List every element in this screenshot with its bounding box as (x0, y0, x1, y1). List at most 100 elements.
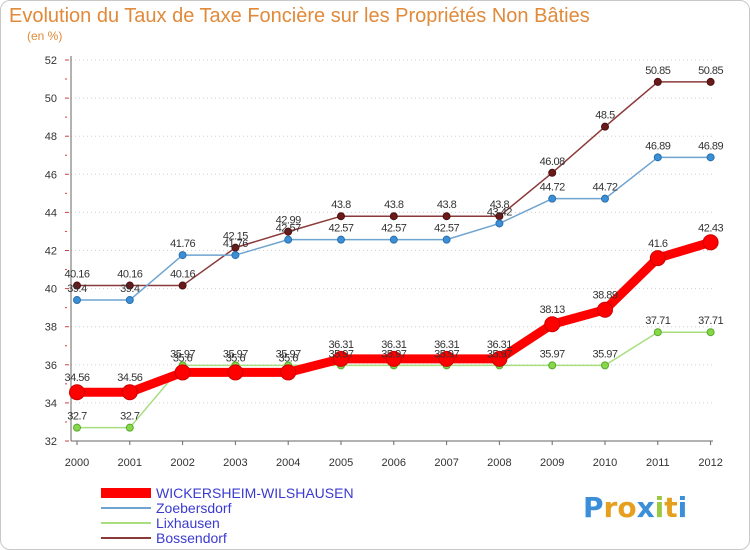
data-label: 36.31 (381, 339, 406, 351)
data-label: 46.89 (698, 140, 723, 152)
data-point (706, 153, 715, 162)
data-label: 40.16 (170, 269, 195, 281)
data-point (337, 235, 345, 244)
x-tick-label: 2004 (276, 457, 300, 469)
data-label: 39.4 (67, 283, 87, 295)
data-label: 35.97 (434, 348, 459, 360)
y-tick-label: 40 (45, 284, 57, 296)
legend-label: Lixhausen (156, 514, 220, 531)
legend-item: WICKERSHEIM-WILSHAUSEN (101, 485, 354, 500)
data-point (125, 423, 134, 432)
legend-swatch (101, 537, 151, 540)
data-label: 34.56 (64, 372, 89, 384)
data-point (389, 235, 398, 244)
y-tick-label: 34 (45, 398, 57, 410)
data-label: 44.72 (592, 182, 617, 194)
logo-letter: o (617, 491, 637, 524)
data-point (69, 384, 85, 401)
data-label: 46.89 (645, 140, 670, 152)
data-point (73, 281, 81, 290)
data-label: 42.57 (381, 223, 406, 235)
chart-subtitle: (en %) (27, 29, 63, 43)
data-point (442, 212, 451, 221)
chart-title: Evolution du Taux de Taxe Foncière sur l… (9, 5, 590, 27)
x-tick-label: 2011 (646, 457, 670, 469)
data-point (548, 194, 557, 203)
y-tick-label: 32 (45, 436, 57, 448)
legend-swatch (101, 488, 151, 499)
data-label: 36.31 (328, 339, 353, 351)
data-label: 40.16 (64, 269, 89, 281)
data-label: 43.8 (490, 199, 510, 211)
legend-swatch (101, 522, 151, 525)
axes: 32 34 36 38 40 42 44 46 48 50 52 2000 2001 2002 2003 20… (45, 55, 723, 469)
data-label: 43.42 (487, 206, 512, 218)
logo-letter: r (603, 491, 618, 524)
data-point (653, 328, 662, 337)
legend-label: Bossendorf (156, 529, 227, 546)
logo-letter: t (664, 491, 678, 524)
data-label: 48.5 (595, 110, 615, 122)
x-tick-label: 2005 (329, 457, 353, 469)
x-tick-label: 2003 (223, 457, 247, 469)
data-label: 50.85 (698, 65, 723, 77)
data-point (548, 361, 557, 370)
legend-swatch (101, 507, 151, 510)
data-point (702, 234, 719, 251)
data-point (231, 251, 240, 260)
data-point (653, 77, 662, 86)
logo-letter: P (583, 491, 604, 524)
data-label: 42.57 (328, 223, 353, 235)
data-label: 50.85 (645, 65, 670, 77)
x-tick-label: 2006 (382, 457, 406, 469)
data-label: 35.97 (540, 348, 565, 360)
data-point (438, 350, 455, 367)
x-tick-label: 2002 (170, 457, 194, 469)
data-label: 32.7 (67, 411, 87, 423)
data-label: 35.97 (381, 348, 406, 360)
data-point (333, 350, 349, 367)
y-tick-label: 50 (45, 93, 57, 105)
data-point (174, 364, 191, 381)
data-label: 35.97 (276, 348, 301, 360)
data-label: 39.4 (120, 283, 140, 295)
legend: WICKERSHEIM-WILSHAUSEN Zoebersdorf Lixhaus… (101, 485, 354, 545)
data-point (442, 235, 451, 244)
data-point (227, 364, 244, 381)
data-label: 41.6 (648, 238, 668, 250)
series-lines (69, 77, 719, 432)
data-point (280, 364, 297, 381)
data-label: 44.72 (540, 182, 565, 194)
data-label: 43.8 (331, 199, 351, 211)
data-point (284, 235, 293, 244)
data-label: 35.97 (170, 348, 195, 360)
data-label: 38.13 (540, 304, 565, 316)
x-tick-label: 2007 (434, 457, 458, 469)
data-label: 43.8 (384, 199, 404, 211)
data-label: 35.97 (592, 348, 617, 360)
logo-letter: i (654, 491, 665, 524)
data-point (121, 384, 138, 401)
data-point (389, 212, 398, 221)
data-label: 41.76 (223, 238, 248, 250)
data-point (178, 281, 187, 290)
data-label: 35.97 (223, 348, 248, 360)
y-tick-label: 36 (45, 360, 57, 372)
data-label: 46.08 (540, 156, 565, 168)
data-point (491, 350, 508, 367)
data-point (544, 316, 561, 333)
data-point (653, 153, 662, 162)
data-point (125, 296, 134, 305)
data-label: 43.8 (437, 199, 457, 211)
y-tick-label: 52 (45, 55, 57, 67)
data-label: 35.6 (173, 352, 193, 364)
x-tick-label: 2012 (698, 457, 722, 469)
data-point (706, 77, 715, 86)
data-label: 42.57 (276, 223, 301, 235)
logo-letter: x (636, 491, 655, 524)
x-tick-label: 2000 (65, 457, 89, 469)
data-point (601, 194, 609, 203)
data-label: 37.71 (645, 315, 670, 327)
